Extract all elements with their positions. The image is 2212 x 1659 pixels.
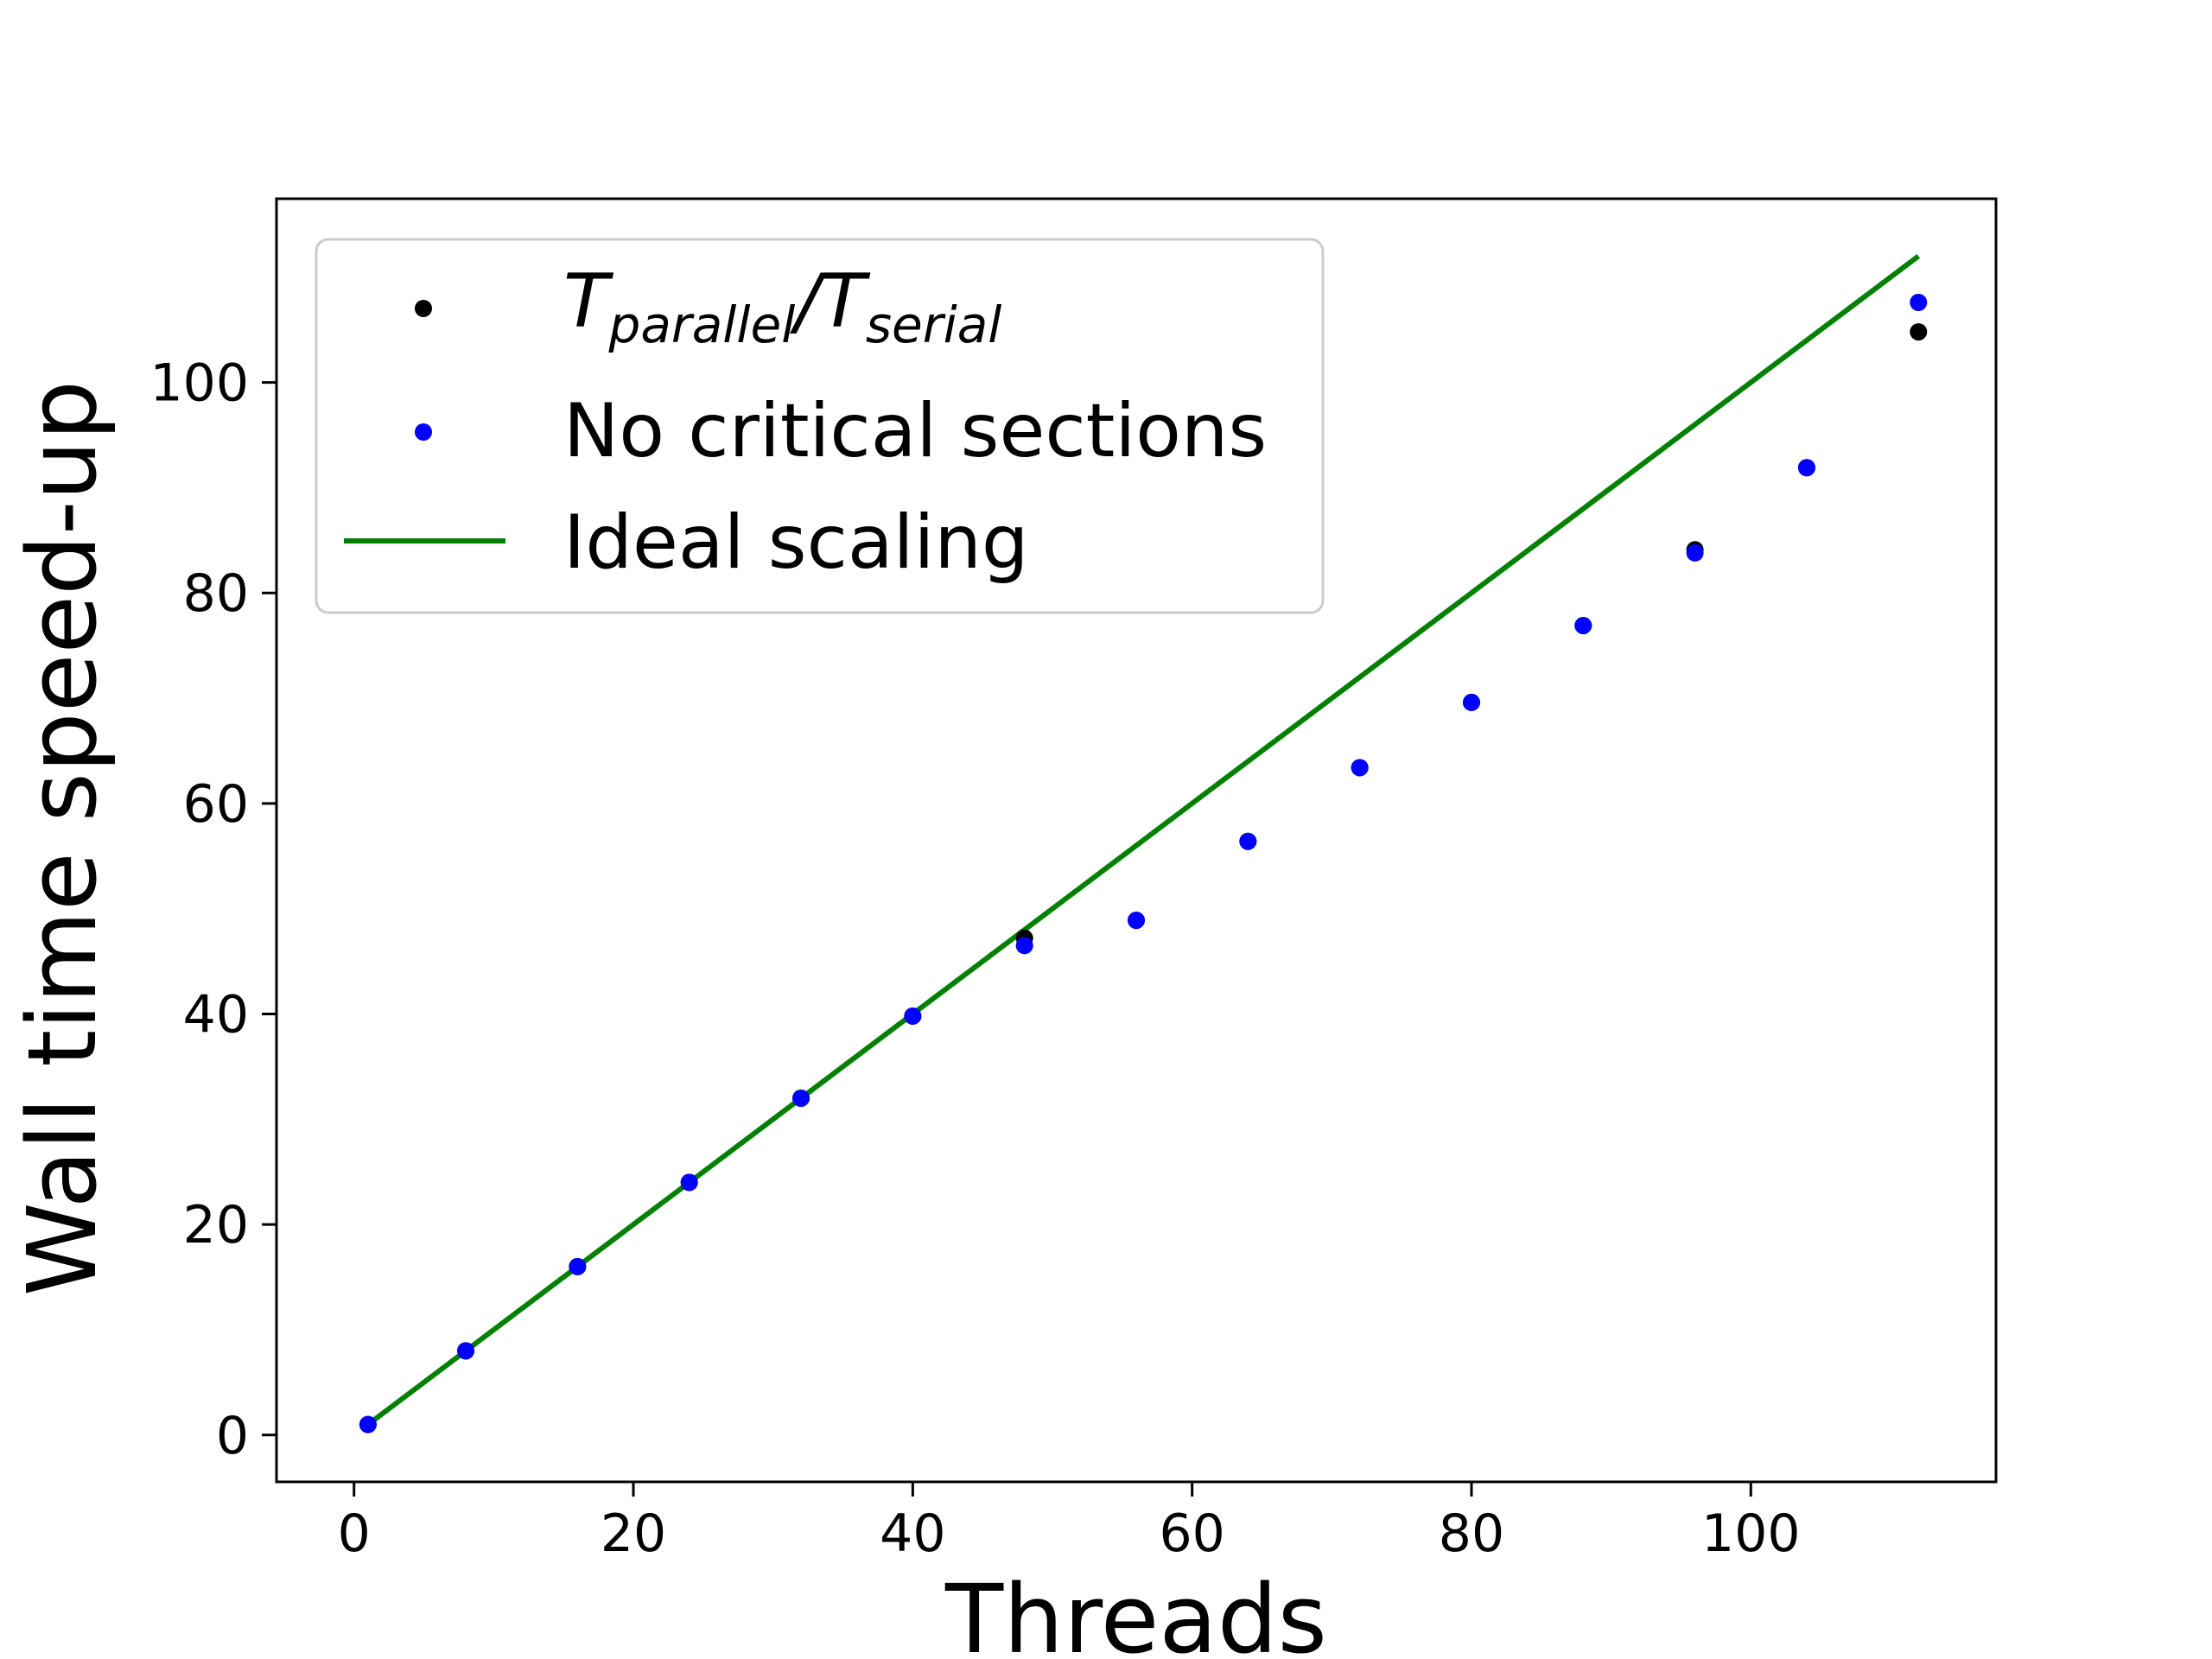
legend-marker-ratio — [415, 300, 432, 317]
no-critical-point-88 — [1574, 616, 1592, 634]
no-critical-point-104 — [1797, 459, 1815, 477]
legend-label-no-critical: No critical sections — [563, 388, 1267, 474]
no-critical-point-16 — [569, 1257, 587, 1275]
legend-marker-no-critical — [415, 423, 432, 441]
no-critical-point-40 — [904, 1007, 922, 1025]
no-critical-point-32 — [792, 1089, 810, 1107]
y-tick-label-40: 40 — [183, 985, 249, 1046]
no-critical-point-96 — [1686, 543, 1704, 562]
legend-label-ratio: Tparallel/Tserial — [563, 258, 1001, 354]
x-axis-ticks: 0 20 40 60 80 100 — [338, 1482, 1801, 1564]
no-critical-point-1 — [359, 1415, 377, 1433]
legend-label-ideal: Ideal scaling — [563, 499, 1028, 586]
y-tick-label-80: 80 — [183, 563, 249, 624]
y-tick-label-60: 60 — [183, 774, 249, 835]
plot-frame — [275, 197, 1998, 1484]
legend-ratio-main-1: T — [563, 258, 614, 345]
no-critical-point-48 — [1015, 937, 1033, 955]
y-tick-label-20: 20 — [183, 1195, 249, 1255]
y-axis-label: Wall time speed-up — [7, 380, 118, 1296]
x-tick-label-40: 40 — [880, 1503, 945, 1564]
no-critical-point-24 — [680, 1173, 698, 1192]
legend-ratio-main-2: /T — [789, 258, 871, 345]
x-tick-label-80: 80 — [1439, 1503, 1504, 1564]
legend-ratio-sub-1: parallel — [608, 296, 796, 354]
no-critical-point-72 — [1351, 759, 1369, 777]
x-tick-label-100: 100 — [1701, 1503, 1801, 1564]
ideal-scaling-line — [366, 253, 1921, 1427]
legend: Tparallel/Tserial No critical sections I… — [315, 238, 1325, 614]
y-tick-label-0: 0 — [216, 1406, 249, 1466]
x-tick-label-0: 0 — [338, 1503, 371, 1564]
x-tick-label-60: 60 — [1159, 1503, 1224, 1564]
no-critical-point-80 — [1462, 693, 1480, 711]
x-axis-label: Threads — [944, 1564, 1327, 1659]
no-critical-point-56 — [1128, 912, 1145, 930]
x-tick-label-20: 20 — [601, 1503, 666, 1564]
plot-marks — [359, 253, 1928, 1433]
legend-ratio-sub-2: serial — [866, 296, 1002, 354]
legend-frame — [315, 238, 1325, 614]
y-axis-ticks: 0 20 40 60 80 100 — [149, 353, 276, 1466]
no-critical-point-64 — [1239, 832, 1257, 850]
no-critical-point-112 — [1910, 293, 1928, 311]
no-critical-point-8 — [457, 1342, 475, 1360]
y-tick-label-100: 100 — [149, 353, 249, 414]
ratio-point-112 — [1910, 323, 1928, 341]
